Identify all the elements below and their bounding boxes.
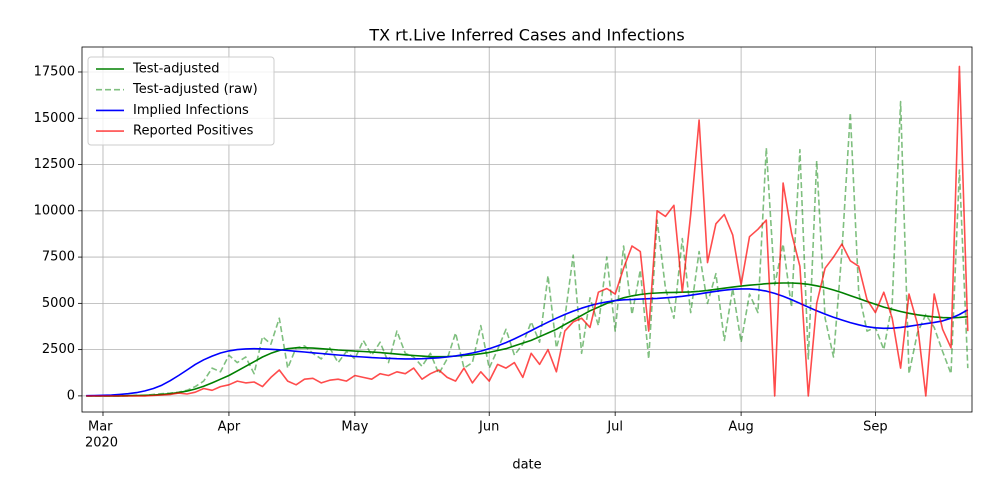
y-tick-label: 2500 <box>42 342 75 357</box>
chart-title: TX rt.Live Inferred Cases and Infections <box>368 26 684 45</box>
x-tick-label: Sep <box>863 420 888 435</box>
legend-label: Implied Infections <box>133 103 249 118</box>
x-tick-label: May <box>341 420 368 435</box>
legend-label: Reported Positives <box>133 124 254 139</box>
x-tick-label: Jun <box>478 420 499 435</box>
x-year-label: 2020 <box>85 436 118 451</box>
y-tick-label: 12500 <box>34 157 75 172</box>
x-tick-label: Aug <box>728 420 753 435</box>
y-tick-label: 10000 <box>34 203 75 218</box>
y-tick-label: 15000 <box>34 111 75 126</box>
y-tick-label: 7500 <box>42 250 75 265</box>
x-tick-label: Jul <box>606 420 623 435</box>
legend-label: Test-adjusted (raw) <box>132 82 258 97</box>
y-tick-label: 5000 <box>42 296 75 311</box>
legend-box <box>87 56 275 146</box>
legend-label: Test-adjusted <box>132 62 219 77</box>
axes-frame <box>81 46 973 413</box>
series-line <box>86 288 969 397</box>
series-line <box>86 65 969 397</box>
x-tick-label: Apr <box>218 420 241 435</box>
x-tick-label: Mar <box>88 420 113 435</box>
y-tick-label: 0 <box>67 388 75 403</box>
y-tick-label: 17500 <box>34 64 75 79</box>
x-axis-label: date <box>512 458 541 473</box>
